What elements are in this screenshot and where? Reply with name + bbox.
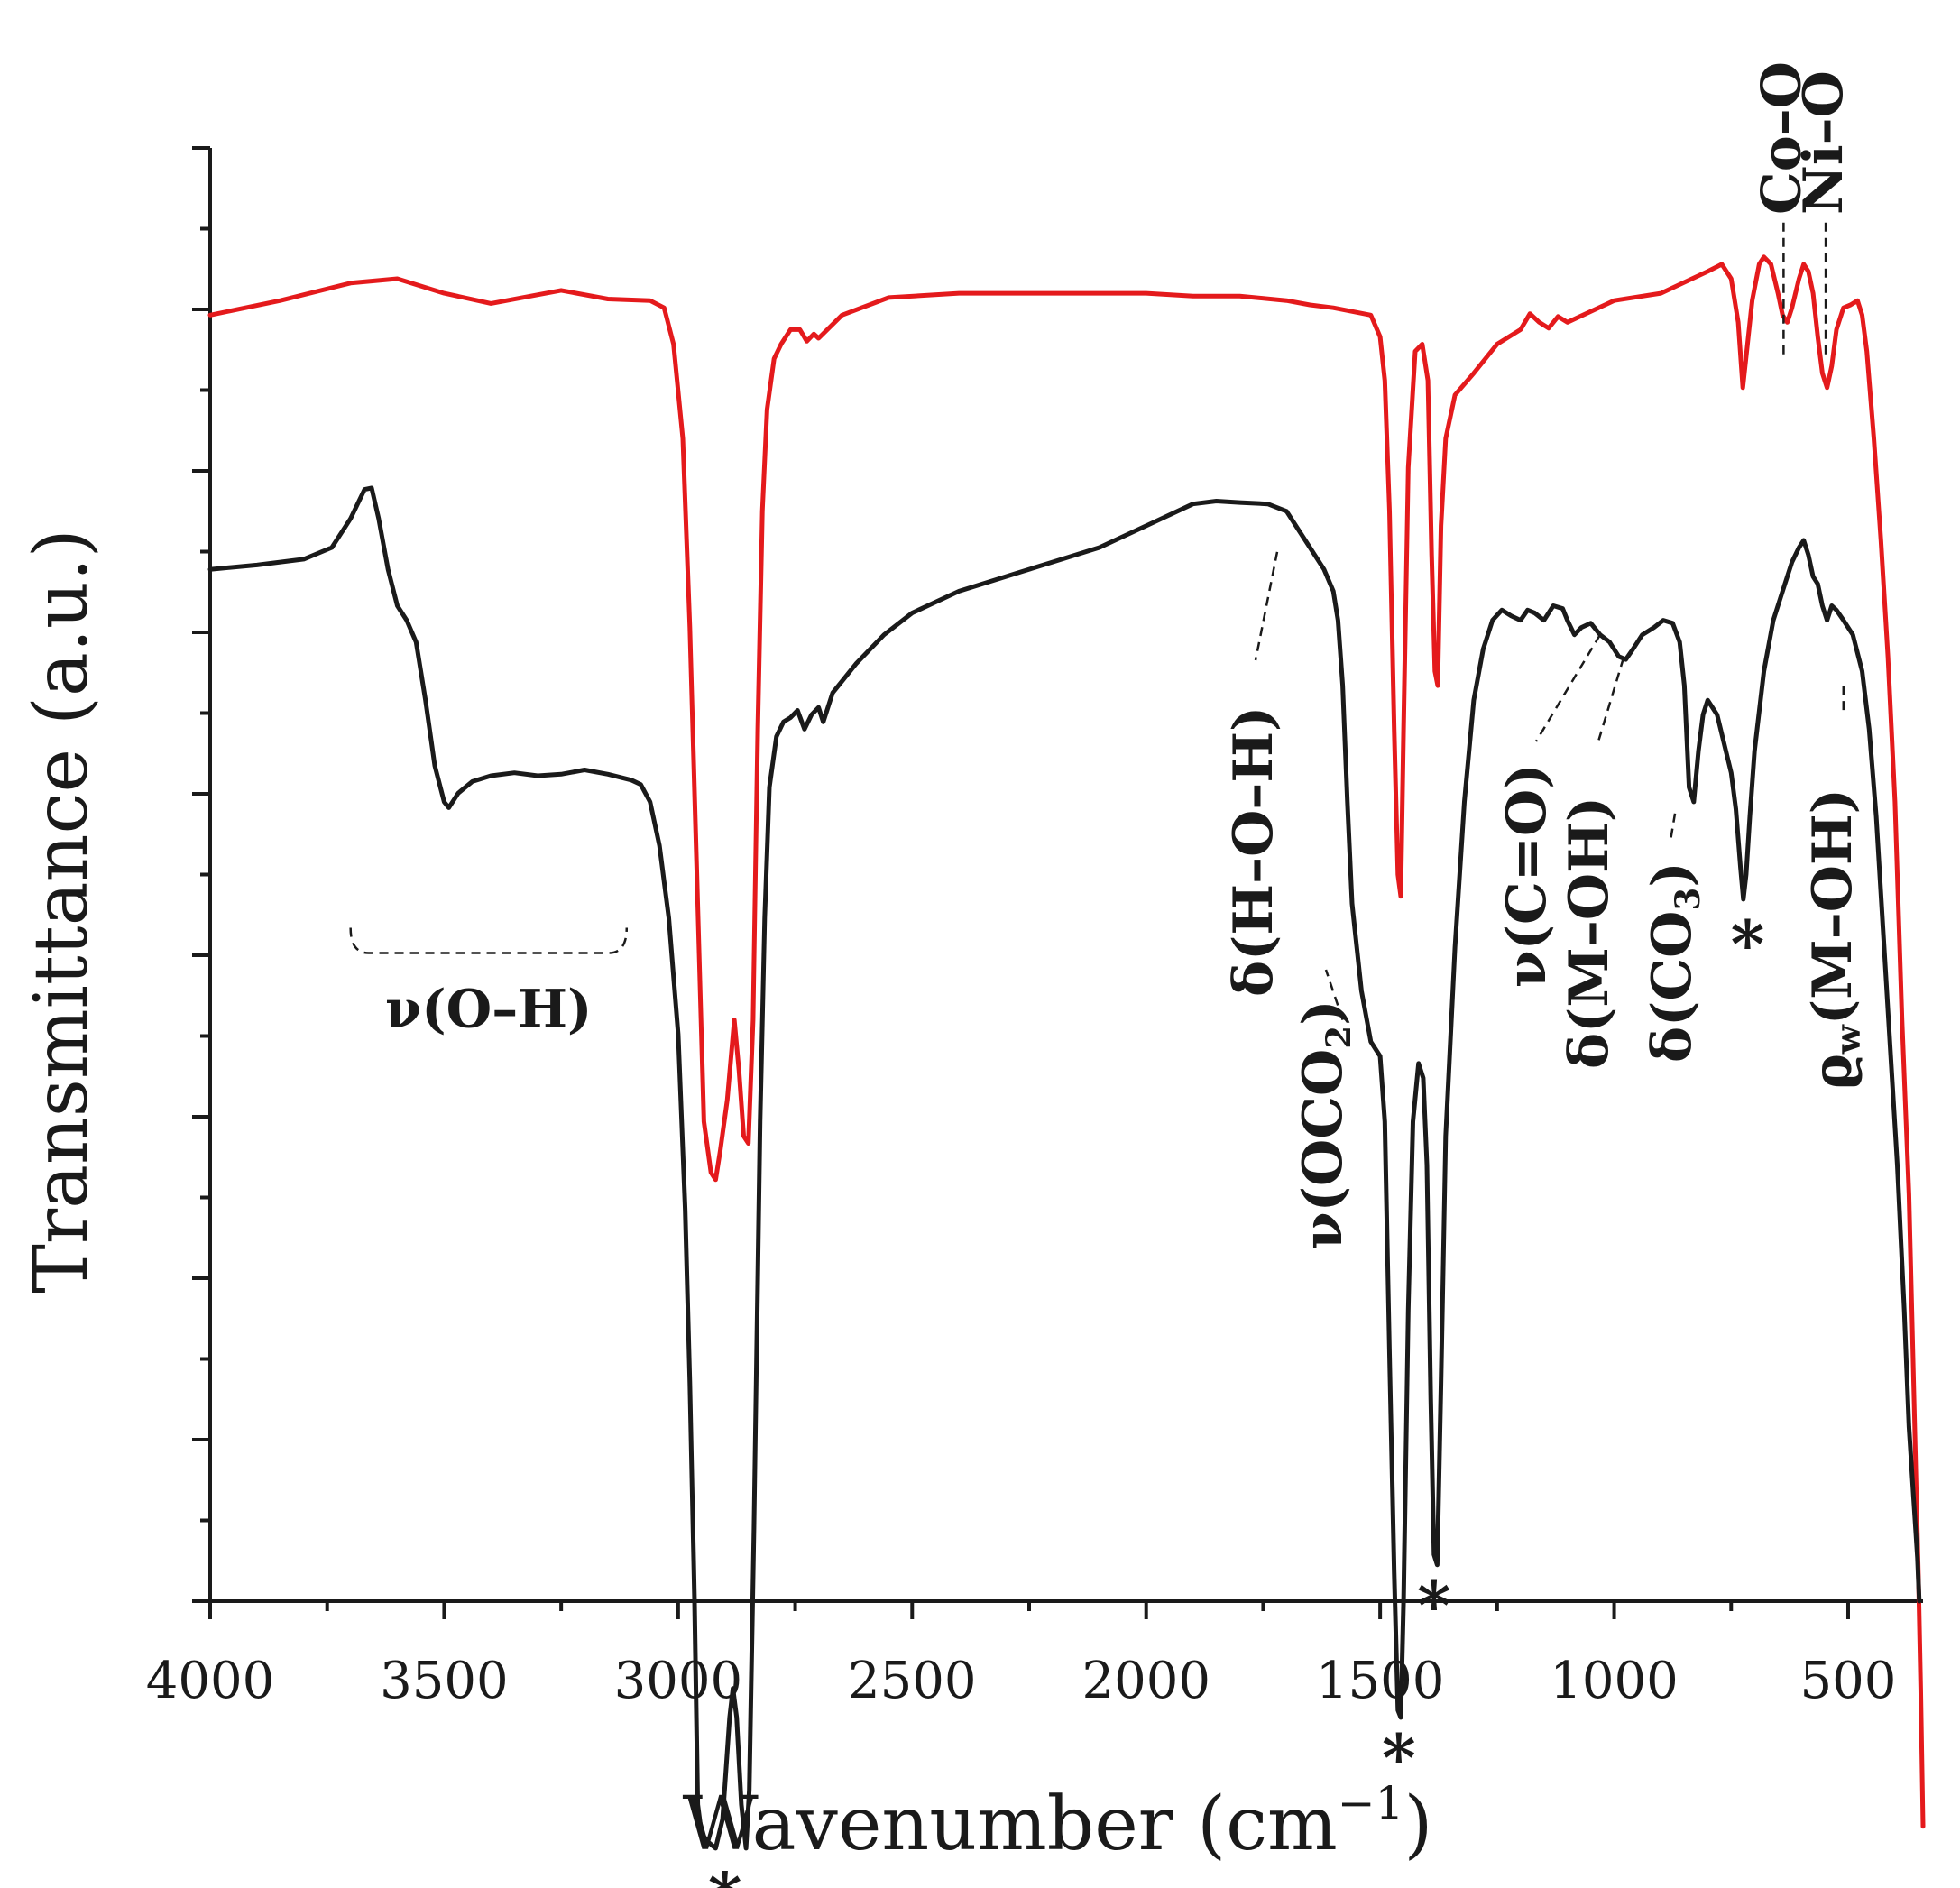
x-ticks	[208, 1601, 1850, 1619]
x-tick-label: 3500	[380, 1652, 509, 1710]
x-tick-labels: 4000 3500 3000 2500 2000 1500 1000 500	[146, 1652, 1897, 1710]
rhow-label: ϱw(M–OH)	[1801, 788, 1868, 1090]
oh-bracket	[349, 927, 629, 954]
moh-leader	[1597, 658, 1625, 742]
x-tick-label: 2500	[848, 1652, 977, 1710]
x-tick-label: 2000	[1081, 1652, 1210, 1710]
hoh-leader	[1254, 551, 1279, 661]
peak-star: *	[708, 1857, 742, 1888]
x-tick-label: 3000	[614, 1652, 743, 1710]
oco2-leader	[1324, 969, 1344, 1020]
co-leader	[1534, 634, 1602, 742]
series	[207, 254, 1926, 1851]
co-label: ν(C=O)	[1495, 763, 1559, 988]
peak-star: *	[1417, 1567, 1451, 1644]
axes: 4000 3500 3000 2500 2000 1500 1000 500	[146, 146, 1923, 1710]
hoh-label: δ(H–O–H)	[1222, 706, 1285, 997]
oco2-label: ν(OCO2)	[1292, 999, 1358, 1249]
coo-label: Co–O	[1750, 61, 1813, 215]
x-axis-title: Wavenumber (cm−1)	[683, 1777, 1433, 1867]
oh-label: ν(O–H)	[385, 978, 592, 1039]
x-tick-label: 500	[1800, 1652, 1897, 1710]
x-tick-label: 1500	[1316, 1652, 1445, 1710]
co3-leader	[1669, 813, 1677, 842]
series-red-line	[207, 254, 1926, 1829]
peak-star: *	[1731, 906, 1765, 982]
co3-label: δ(CO3)	[1641, 861, 1707, 1063]
y-ticks	[192, 146, 210, 1603]
y-axis-title: Transmittance (a.u.)	[19, 529, 105, 1294]
series-black-line	[207, 485, 1922, 1851]
x-tick-label: 1000	[1550, 1652, 1679, 1710]
x-tick-label: 4000	[146, 1652, 275, 1710]
peak-star: *	[1382, 1719, 1416, 1796]
moh-label: δ(M–OH)	[1558, 797, 1621, 1069]
annotations: ν(O–H) δ(H–O–H)ν(OCO2) ν(C=O) δ(M–OH) δ(CO3)…	[349, 61, 1868, 1888]
nio-label: Ni–O	[1792, 70, 1855, 215]
